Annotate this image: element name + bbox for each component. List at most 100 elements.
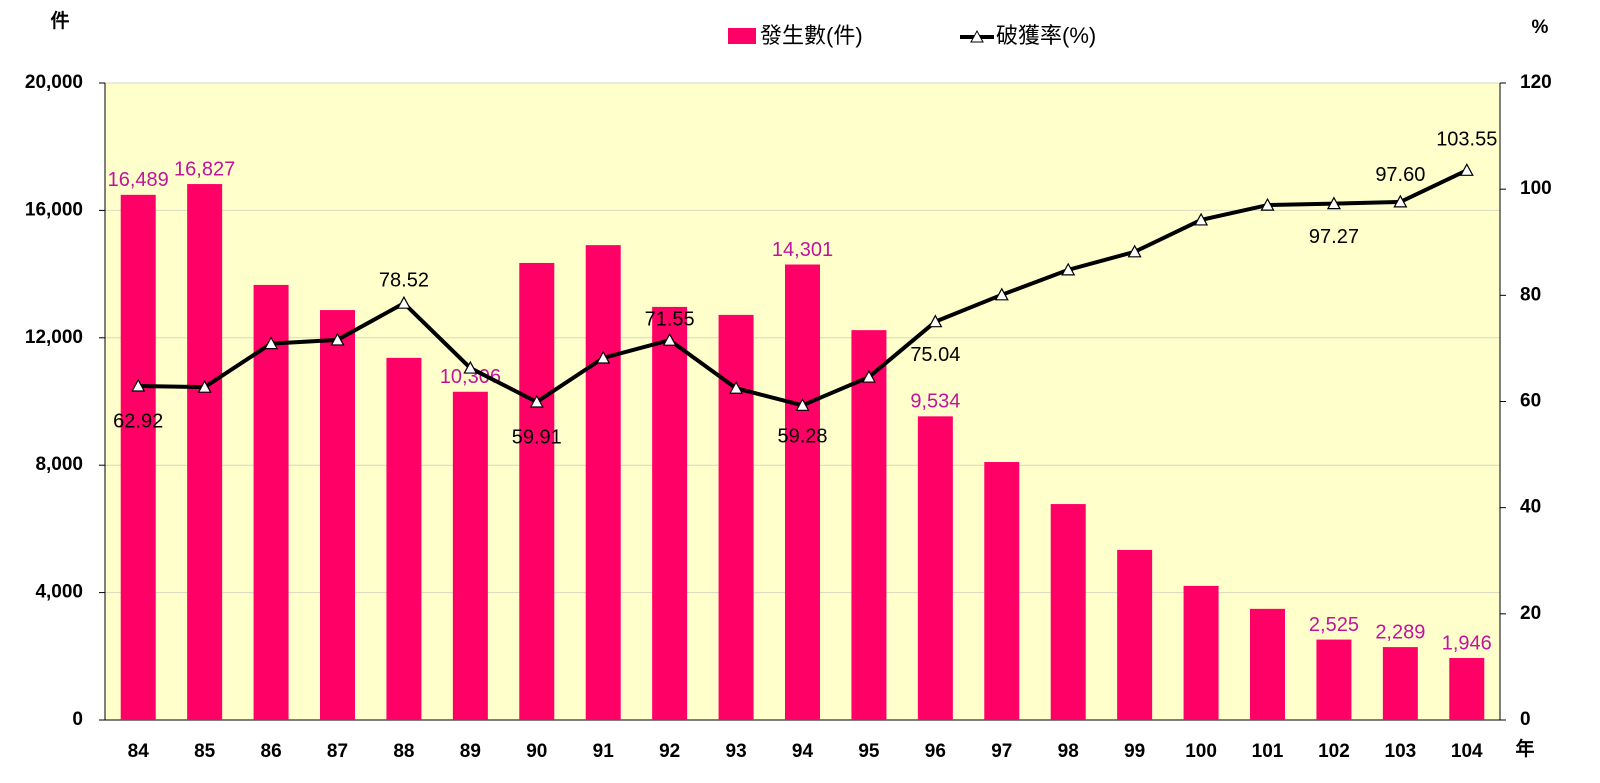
legend-label: 破獲率(%) [996,23,1096,48]
y2-tick-label: 20 [1520,603,1541,624]
line-marker [1260,197,1275,211]
bar-value-label: 2,525 [1309,614,1359,636]
line-marker [1194,212,1209,226]
line-marker [729,380,744,394]
bar-value-label: 16,827 [174,158,235,180]
line-value-label: 75.04 [910,344,960,366]
bar [320,310,355,720]
bar [1183,585,1219,720]
x-tick-label: 97 [991,741,1012,762]
bar [1382,647,1418,720]
x-tick-label: 96 [925,741,946,762]
line-marker [1459,163,1474,176]
line-marker [264,336,279,350]
y-tick-label: 4,000 [35,582,83,603]
x-tick-label: 104 [1451,741,1483,762]
bar [984,462,1020,720]
y2-tick-label: 100 [1520,178,1552,199]
y2-tick-label: 60 [1520,391,1541,412]
y-axis-label: 件 [50,9,69,32]
line-marker [1393,194,1408,208]
x-tick-label: 85 [194,741,216,762]
y-tick-label: 12,000 [25,327,83,348]
line-marker [1326,196,1341,210]
x-tick-label: 87 [327,741,348,762]
legend-label: 發生數(件) [760,23,863,48]
bar [785,264,820,720]
x-tick-label: 90 [526,741,547,762]
y-tick-label: 20,000 [25,72,83,93]
x-tick-label: 86 [261,741,282,762]
bar [851,330,887,720]
bar [1449,658,1485,720]
x-tick-label: 101 [1252,741,1284,762]
bar-value-label: 1,946 [1442,632,1492,654]
line-marker [330,332,345,346]
x-tick-label: 94 [792,741,814,762]
x-axis-label: 年 [1515,737,1534,760]
line-marker [662,332,677,346]
x-tick-label: 99 [1124,741,1145,762]
bar [585,245,621,720]
bar-value-label: 9,534 [910,391,960,413]
line-marker [1127,244,1142,258]
x-tick-label: 100 [1185,741,1217,762]
x-tick-label: 92 [659,741,680,762]
bar-value-label: 10,306 [440,366,501,388]
bar [1316,639,1352,720]
line-value-label: 97.60 [1375,164,1425,186]
line-marker [463,360,478,374]
y2-tick-label: 80 [1520,284,1541,305]
bar [917,416,953,720]
x-tick-label: 98 [1058,741,1079,762]
legend-swatch [728,28,756,44]
y2-tick-label: 40 [1520,497,1541,518]
bar [652,306,688,720]
y-tick-label: 16,000 [25,199,83,220]
bar [253,284,289,720]
x-tick-label: 93 [726,741,747,762]
bar [452,391,488,720]
bar [120,194,156,721]
line-value-label: 62.92 [113,410,163,432]
line-marker [1061,262,1076,276]
bar-value-label: 16,489 [108,169,169,191]
bar-value-label: 2,289 [1375,621,1425,643]
line-marker [795,398,810,411]
x-tick-label: 95 [858,741,880,762]
line-value-label: 103.55 [1436,129,1497,151]
x-tick-label: 91 [593,741,615,762]
y2-tick-label: 0 [1520,709,1531,730]
bar [1250,608,1285,720]
y-tick-label: 8,000 [35,454,83,475]
bar [519,262,555,720]
legend-marker [970,29,984,43]
x-tick-label: 102 [1318,741,1350,762]
line-value-label: 71.55 [645,308,695,330]
x-tick-label: 84 [128,741,150,762]
line-value-label: 97.27 [1309,226,1359,248]
x-tick-label: 103 [1385,741,1417,762]
y2-axis-label: % [1532,17,1549,38]
y2-tick-label: 120 [1520,72,1552,93]
x-tick-label: 88 [393,741,414,762]
bar [386,357,422,720]
line-marker [596,350,611,364]
line-marker [131,378,146,392]
line-marker [396,295,411,309]
bar-value-label: 14,301 [772,239,833,261]
line-marker [861,369,876,383]
line-marker [529,394,544,408]
bar [1117,549,1153,720]
line-value-label: 59.28 [777,426,827,448]
y-tick-label: 0 [72,709,83,730]
bar [1050,504,1086,720]
bar [187,184,223,720]
line-marker [928,314,943,328]
line-marker [197,379,212,393]
line-marker [994,287,1009,301]
x-tick-label: 89 [460,741,481,762]
line-value-label: 78.52 [379,269,429,291]
bar [718,314,754,720]
